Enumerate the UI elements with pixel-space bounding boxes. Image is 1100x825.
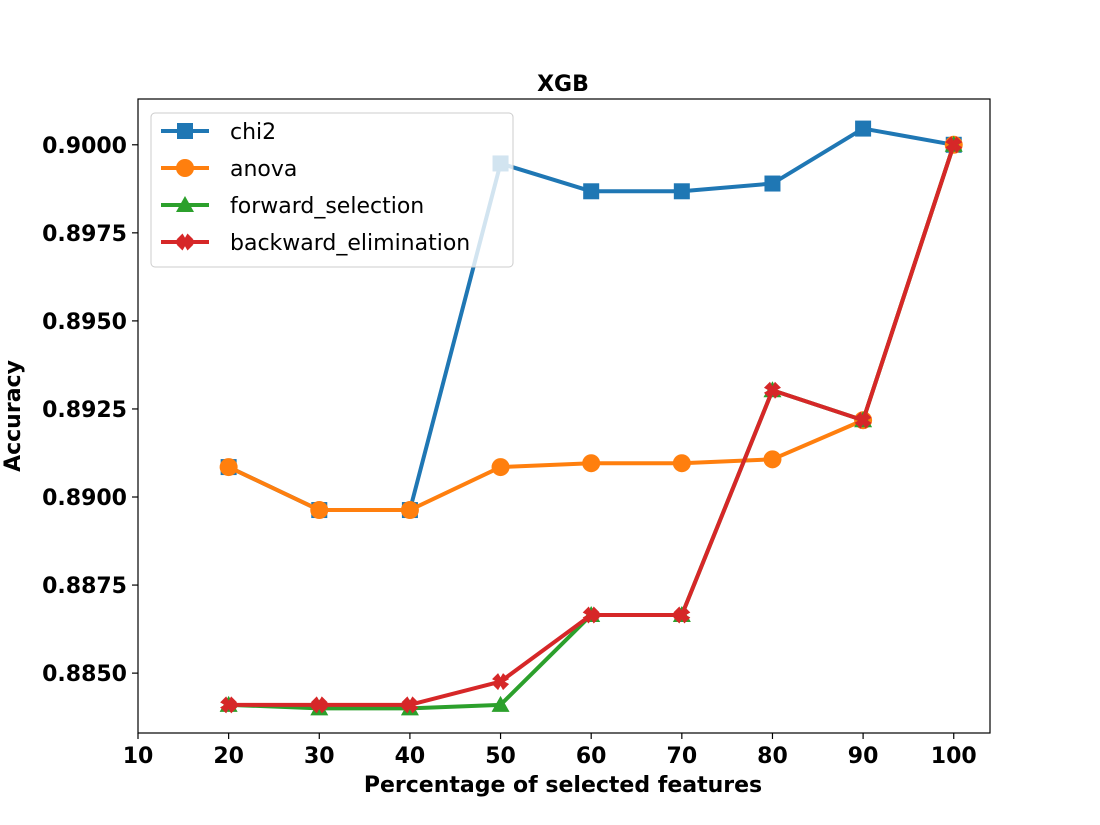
data-point-backward_elimination bbox=[582, 606, 600, 624]
legend-label: chi2 bbox=[230, 120, 276, 145]
y-tick-label: 0.8950 bbox=[42, 310, 127, 335]
data-point-chi2 bbox=[855, 120, 872, 137]
x-tick-label: 20 bbox=[213, 744, 244, 769]
y-tick-label: 0.8900 bbox=[42, 486, 127, 511]
x-axis-label: Percentage of selected features bbox=[364, 773, 762, 798]
x-tick-label: 50 bbox=[485, 744, 516, 769]
data-point-anova bbox=[400, 501, 419, 520]
data-point-chi2 bbox=[583, 183, 600, 200]
data-point-anova bbox=[491, 458, 510, 477]
legend-swatch-marker bbox=[177, 123, 193, 139]
data-point-anova bbox=[310, 501, 329, 520]
data-point-anova bbox=[763, 450, 782, 469]
x-tick-label: 10 bbox=[123, 744, 154, 769]
data-point-backward_elimination bbox=[763, 381, 781, 399]
data-point-anova bbox=[582, 454, 601, 473]
data-point-backward_elimination bbox=[401, 696, 419, 714]
plot-frame bbox=[137, 98, 991, 734]
legend-item-anova: anova bbox=[161, 157, 297, 182]
y-tick-label: 0.9000 bbox=[42, 134, 127, 159]
data-point-backward_elimination bbox=[945, 136, 963, 154]
y-axis-label: Accuracy bbox=[1, 360, 26, 472]
data-point-chi2 bbox=[764, 175, 781, 192]
data-point-chi2 bbox=[673, 183, 690, 200]
legend-item-backward_elimination: backward_elimination bbox=[161, 231, 470, 256]
x-tick-label: 100 bbox=[931, 744, 977, 769]
x-tick-label: 30 bbox=[304, 744, 335, 769]
legend-swatch-marker bbox=[176, 159, 194, 177]
data-point-backward_elimination bbox=[310, 696, 328, 714]
legend: chi2 anova forward_selection backward_elimi… bbox=[150, 112, 514, 268]
data-point-anova bbox=[219, 458, 238, 477]
y-tick-label: 0.8850 bbox=[42, 662, 127, 687]
y-tick-label: 0.8975 bbox=[42, 222, 127, 247]
series-layer bbox=[219, 120, 963, 716]
legend-label: backward_elimination bbox=[230, 231, 470, 256]
legend-swatch-marker bbox=[176, 233, 194, 251]
x-tick-label: 60 bbox=[576, 744, 607, 769]
x-tick-label: 80 bbox=[757, 744, 788, 769]
legend-item-forward_selection: forward_selection bbox=[161, 194, 424, 219]
y-tick-label: 0.8925 bbox=[42, 398, 127, 423]
series-backward_elimination bbox=[220, 136, 963, 714]
y-axis-ticks: 0.8850 0.8875 0.8900 0.8925 0.8950 0.8975 0.90… bbox=[42, 134, 138, 687]
data-point-backward_elimination bbox=[220, 696, 238, 714]
y-tick-label: 0.8875 bbox=[42, 574, 127, 599]
x-tick-label: 40 bbox=[395, 744, 426, 769]
data-point-forward_selection bbox=[491, 695, 510, 712]
x-axis-ticks: 10 20 30 40 50 60 70 80 90 100 bbox=[123, 733, 977, 769]
data-point-backward_elimination bbox=[492, 673, 510, 691]
legend-swatch-marker bbox=[176, 196, 194, 212]
chart-title: XGB bbox=[537, 72, 589, 97]
x-tick-label: 70 bbox=[667, 744, 698, 769]
x-tick-label: 90 bbox=[848, 744, 879, 769]
data-point-backward_elimination bbox=[854, 411, 872, 429]
legend-box bbox=[150, 112, 514, 268]
legend-label: forward_selection bbox=[230, 194, 424, 219]
data-point-backward_elimination bbox=[673, 606, 691, 624]
legend-label: anova bbox=[230, 157, 297, 182]
data-point-anova bbox=[672, 454, 691, 473]
legend-item-chi2: chi2 bbox=[161, 120, 276, 145]
